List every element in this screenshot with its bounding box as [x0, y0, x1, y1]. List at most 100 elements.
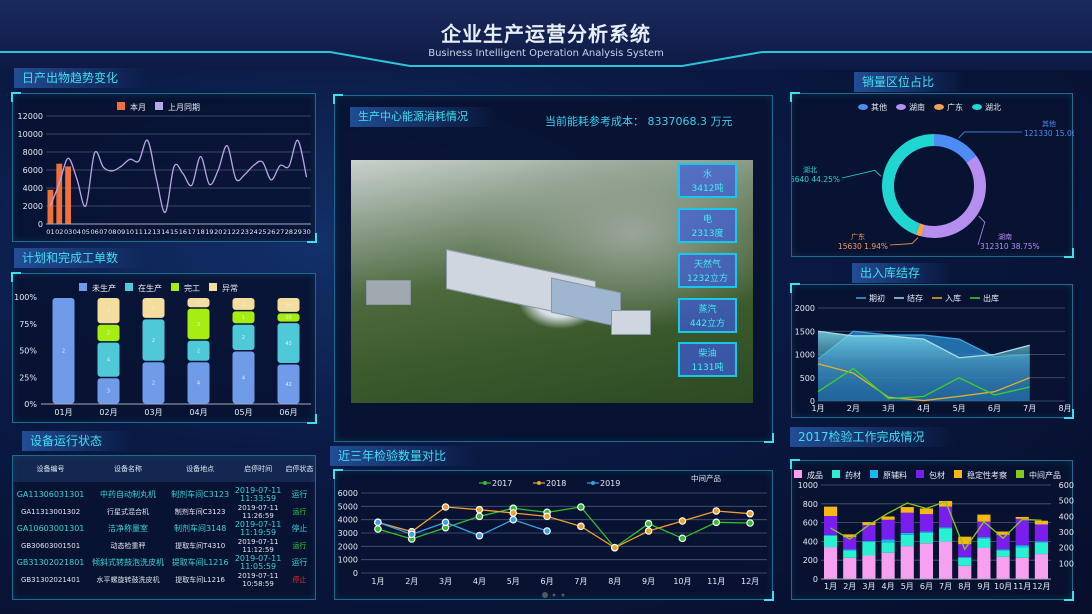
table-row[interactable]: GB31302021801 倾斜式转鼓泡洗皮机 提取车间L1216 2019-07-1…: [13, 554, 315, 571]
x-tick-label: 24: [249, 228, 257, 236]
x-tick-label: 11月: [1013, 582, 1031, 591]
y-tick-label: 10000: [18, 130, 43, 139]
point-2018: [543, 512, 551, 521]
energy-item-value: 442立方: [689, 319, 726, 329]
bar-segment-异常: [232, 298, 255, 310]
y-tick-label: 3000: [338, 529, 358, 538]
legend-item-稳定性考察: 稳定性考察: [954, 470, 1007, 480]
cell-time: 11:26:59: [242, 511, 274, 520]
column-header: 设备地点: [168, 456, 233, 482]
line-last-month: [49, 139, 308, 213]
cell-id: GB30603001501: [20, 541, 81, 550]
bar-segment-药材: [862, 541, 876, 556]
bar-segment-药材: [1034, 542, 1048, 555]
cell-id: GB31302021401: [20, 575, 81, 584]
legend-item-本月: 本月: [117, 102, 146, 112]
work-orders-panel: 未生产 在生产 完工 异常 0% 25% 50% 75% 100% 01月 2 02月 3 4 2 3 03月 2…: [11, 272, 317, 424]
cell-date: 2019-07-11: [234, 519, 282, 529]
line-中间产品: [830, 500, 1042, 551]
table-row[interactable]: GA10603001301 洁净称量室 制剂车间3148 2019-07-11 11:1…: [13, 520, 315, 537]
bar-segment-未生产: [52, 298, 75, 404]
x-tick-label: 04: [73, 228, 81, 236]
point-2018: [610, 543, 619, 552]
x-tick-label: 3月: [882, 404, 895, 413]
bar-data-label: 1: [197, 300, 200, 306]
bar-segment-包材: [881, 519, 895, 540]
energy-item-value: 2313度: [691, 229, 724, 239]
inspection-2017-title: 2017检验工作完成情况: [790, 427, 955, 447]
bar-segment-包材: [996, 534, 1010, 550]
bar-this-month: [56, 163, 63, 224]
x-tick-label: 21: [223, 228, 231, 236]
legend-swatch: [794, 470, 802, 478]
cell-place: 制剂车间3148: [173, 523, 227, 533]
table-row[interactable]: GA11313001302 行星式混合机 制剂车间C3123 2019-07-11 11…: [13, 503, 315, 520]
pie-slice-其他: [934, 134, 977, 163]
legend-item-2018: 2018: [533, 479, 566, 488]
bar-segment-包材: [939, 506, 953, 528]
legend-label: 期初: [869, 293, 885, 303]
column-header: 启停状态: [283, 456, 315, 482]
bar-segment-在生产: [232, 324, 255, 350]
bar-segment-成品: [1034, 554, 1048, 579]
table-row[interactable]: GA11306031301 中药自动制丸机 制剂车间C3123 2019-07-11 1…: [13, 486, 315, 503]
energy-item-name: 天然气: [693, 260, 721, 270]
bar-segment-包材: [1034, 524, 1048, 542]
energy-item[interactable]: 电 2313度: [678, 208, 737, 243]
bar-segment-包材: [958, 544, 972, 557]
legend-label: 广东: [947, 102, 963, 112]
x-tick-label: 16: [179, 228, 187, 236]
x-tick-label: 10: [126, 228, 134, 236]
status-badge: 运行: [292, 507, 307, 516]
energy-item[interactable]: 柴油 1131吨: [678, 342, 737, 377]
y-tick-label: 4000: [338, 516, 358, 525]
bar-segment-稳定性考察: [881, 516, 895, 520]
point-2017: [746, 519, 754, 527]
y-tick-label: 1000: [338, 556, 358, 565]
x-tick-label: 11: [135, 228, 143, 236]
bar-segment-药材: [919, 532, 933, 544]
y-tick-label: 4000: [23, 184, 43, 193]
energy-item[interactable]: 水 3412吨: [678, 163, 737, 198]
bar-data-label: 3: [107, 308, 110, 314]
table-row[interactable]: GB30603001501 动态检重秤 提取车间T4310 2019-07-11 11:…: [13, 537, 315, 554]
x-tick-label: 9月: [977, 582, 990, 591]
line-2017: [377, 506, 751, 549]
energy-item[interactable]: 蒸汽 442立方: [678, 298, 737, 333]
cell-datetime: 2019-07-11 10:58:59: [232, 571, 284, 588]
y-tick-label: 12000: [18, 112, 43, 121]
bar-segment-在生产: [97, 342, 120, 377]
line-2018: [377, 506, 751, 549]
energy-item-value: 1232立方: [687, 274, 728, 284]
bar-segment-原辅料: [939, 527, 953, 529]
x-tick-label: 06: [90, 228, 98, 236]
bar-segment-药材: [977, 538, 991, 548]
cell-place: 制剂车间C3123: [171, 489, 230, 499]
cell-date: 2019-07-11: [237, 537, 279, 546]
page-subtitle: Business Intelligent Operation Analysis …: [428, 48, 664, 59]
table-row[interactable]: GB31302021401 水平螺旋转鼓洗皮机 提取车间L1216 2019-07-1…: [13, 571, 315, 588]
x-tick-label: 29: [294, 228, 302, 236]
bar-this-month: [65, 166, 71, 224]
x-tick-label: 4月: [882, 582, 895, 591]
bar-segment-在生产: [187, 340, 210, 361]
bar-segment-原辅料: [1034, 541, 1048, 543]
x-tick-label: 02月: [99, 408, 117, 417]
x-tick-label: 5月: [507, 577, 520, 586]
bar-segment-成品: [939, 541, 953, 579]
bar-segment-原辅料: [862, 540, 876, 542]
bar-segment-异常: [97, 298, 120, 324]
energy-cost-unit: 万元: [710, 115, 733, 128]
cell-date: 2019-07-11: [237, 503, 279, 512]
energy-item[interactable]: 天然气 1232立方: [678, 253, 737, 288]
x-tick-label: 2月: [405, 577, 418, 586]
y-tick-label: 0: [813, 575, 818, 584]
page-title: 企业生产运营分析系统: [441, 22, 651, 46]
energy-item-value: 3412吨: [691, 184, 724, 194]
cell-datetime: 2019-07-11 11:05:59: [232, 554, 284, 571]
cell-time: 11:33:59: [240, 493, 277, 503]
x-tick-label: 05: [82, 228, 90, 236]
x-tick-label: 4月: [917, 404, 930, 413]
pie-label-value: 356640 44.25%: [792, 175, 840, 184]
inspection-compare-panel: 2017 2018 2019 中间产品 0 1000 2000 3000 4000 5000 600…: [333, 469, 774, 601]
